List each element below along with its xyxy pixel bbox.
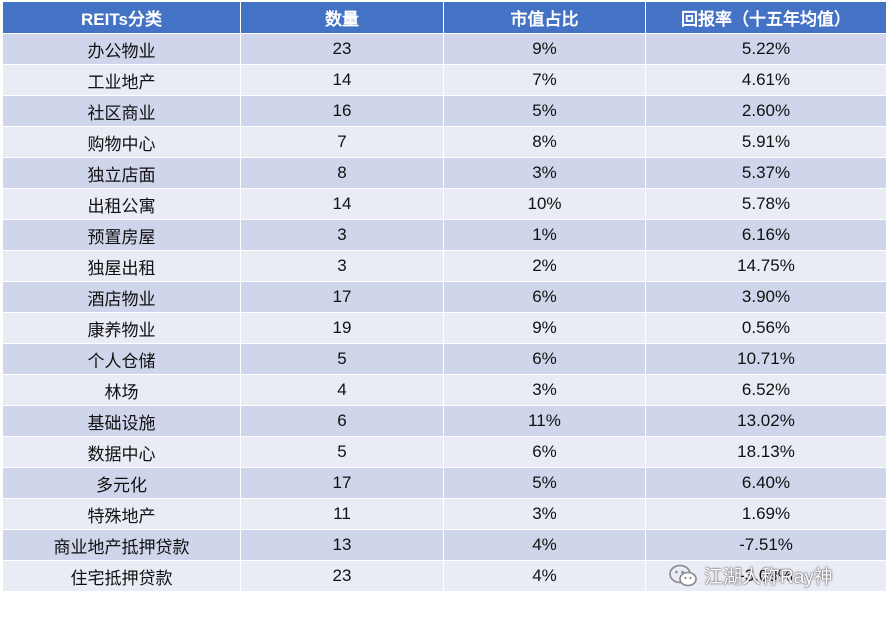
header-cell: REITs分类 xyxy=(2,1,241,34)
table-cell: 2.60% xyxy=(645,95,887,127)
table-cell: 6.16% xyxy=(645,219,887,251)
table-cell: 14 xyxy=(240,188,444,220)
table-cell: 10% xyxy=(443,188,646,220)
table-row: 购物中心 7 8% 5.91% xyxy=(2,126,887,158)
table-cell: 5 xyxy=(240,436,444,468)
table-cell: 14.75% xyxy=(645,250,887,282)
table-cell: 多元化 xyxy=(2,467,241,499)
watermark-text: 江湖人称Ray神 xyxy=(704,567,833,588)
table-cell: 独屋出租 xyxy=(2,250,241,282)
table-cell: 特殊地产 xyxy=(2,498,241,530)
table-cell: 14 xyxy=(240,64,444,96)
table-row: 独立店面 8 3% 5.37% xyxy=(2,157,887,189)
table-cell: 数据中心 xyxy=(2,436,241,468)
table-cell: 7% xyxy=(443,64,646,96)
table-cell: 7 xyxy=(240,126,444,158)
table-cell: 预置房屋 xyxy=(2,219,241,251)
table-cell: 5 xyxy=(240,343,444,375)
table-cell: 4% xyxy=(443,529,646,561)
table-cell: 3 xyxy=(240,219,444,251)
table-row: 预置房屋 3 1% 6.16% xyxy=(2,219,887,251)
wechat-icon xyxy=(669,564,697,586)
table-cell: 3% xyxy=(443,157,646,189)
table-cell: 16 xyxy=(240,95,444,127)
table-cell: 11 xyxy=(240,498,444,530)
table-row: 出租公寓 14 10% 5.78% xyxy=(2,188,887,220)
table-cell: 3% xyxy=(443,374,646,406)
table-cell: 4% xyxy=(443,560,646,592)
table-row: 个人仓储 5 6% 10.71% xyxy=(2,343,887,375)
table-row: 工业地产 14 7% 4.61% xyxy=(2,64,887,96)
table-cell: 13 xyxy=(240,529,444,561)
table-cell: 独立店面 xyxy=(2,157,241,189)
table-cell: 5.91% xyxy=(645,126,887,158)
table-cell: 18.13% xyxy=(645,436,887,468)
header-cell: 回报率（十五年均值） xyxy=(645,1,887,34)
table-row: 数据中心 5 6% 18.13% xyxy=(2,436,887,468)
table-cell: 6% xyxy=(443,436,646,468)
table-cell: 6% xyxy=(443,343,646,375)
table-cell: 10.71% xyxy=(645,343,887,375)
table-cell: 6% xyxy=(443,281,646,313)
table-cell: 5.37% xyxy=(645,157,887,189)
table-row: 特殊地产 11 3% 1.69% xyxy=(2,498,887,530)
table-cell: 19 xyxy=(240,312,444,344)
table-cell: 9% xyxy=(443,312,646,344)
table-row: 办公物业 23 9% 5.22% xyxy=(2,33,887,65)
table-cell: 社区商业 xyxy=(2,95,241,127)
table-cell: 3% xyxy=(443,498,646,530)
table-row: 酒店物业 17 6% 3.90% xyxy=(2,281,887,313)
table-cell: 林场 xyxy=(2,374,241,406)
table-cell: 11% xyxy=(443,405,646,437)
table-cell: 商业地产抵押贷款 xyxy=(2,529,241,561)
table-cell: 康养物业 xyxy=(2,312,241,344)
table-cell: 3 xyxy=(240,250,444,282)
table-cell: 17 xyxy=(240,467,444,499)
table-row: 基础设施 6 11% 13.02% xyxy=(2,405,887,437)
table-cell: 23 xyxy=(240,33,444,65)
table-cell: 1% xyxy=(443,219,646,251)
table-row: 多元化 17 5% 6.40% xyxy=(2,467,887,499)
table-cell: 17 xyxy=(240,281,444,313)
table-cell: 工业地产 xyxy=(2,64,241,96)
table-cell: 住宅抵押贷款 xyxy=(2,560,241,592)
table-cell: 5% xyxy=(443,95,646,127)
table-row: 林场 4 3% 6.52% xyxy=(2,374,887,406)
header-row: REITs分类 数量 市值占比 回报率（十五年均值） xyxy=(2,1,887,34)
table-cell: 2% xyxy=(443,250,646,282)
table-cell: 8 xyxy=(240,157,444,189)
table-cell: 出租公寓 xyxy=(2,188,241,220)
table-row: 康养物业 19 9% 0.56% xyxy=(2,312,887,344)
table-cell: 13.02% xyxy=(645,405,887,437)
table-cell: 4.61% xyxy=(645,64,887,96)
table-cell: 个人仓储 xyxy=(2,343,241,375)
table-row: 社区商业 16 5% 2.60% xyxy=(2,95,887,127)
table-cell: 5.78% xyxy=(645,188,887,220)
table-cell: 8% xyxy=(443,126,646,158)
table-cell: 9% xyxy=(443,33,646,65)
header-cell: 数量 xyxy=(240,1,444,34)
table-cell: 6 xyxy=(240,405,444,437)
header-cell: 市值占比 xyxy=(443,1,646,34)
table-cell: 办公物业 xyxy=(2,33,241,65)
table-row: 住宅抵押贷款 23 4% -3.09% xyxy=(2,560,887,592)
table-cell: 6.40% xyxy=(645,467,887,499)
table-cell: 23 xyxy=(240,560,444,592)
table-cell: 5% xyxy=(443,467,646,499)
reits-table: REITs分类 数量 市值占比 回报率（十五年均值） 办公物业 23 9% 5.22% 工业地… xyxy=(2,1,887,592)
table-cell: 5.22% xyxy=(645,33,887,65)
table-cell: 1.69% xyxy=(645,498,887,530)
table-cell: 酒店物业 xyxy=(2,281,241,313)
table-cell: 基础设施 xyxy=(2,405,241,437)
table-cell: -7.51% xyxy=(645,529,887,561)
table-cell: 购物中心 xyxy=(2,126,241,158)
watermark: 江湖人称Ray神 xyxy=(668,562,833,589)
table-cell: 3.90% xyxy=(645,281,887,313)
table-cell: 0.56% xyxy=(645,312,887,344)
table-row: 独屋出租 3 2% 14.75% xyxy=(2,250,887,282)
table-row: 商业地产抵押贷款 13 4% -7.51% xyxy=(2,529,887,561)
table-cell: 4 xyxy=(240,374,444,406)
table-cell: 6.52% xyxy=(645,374,887,406)
